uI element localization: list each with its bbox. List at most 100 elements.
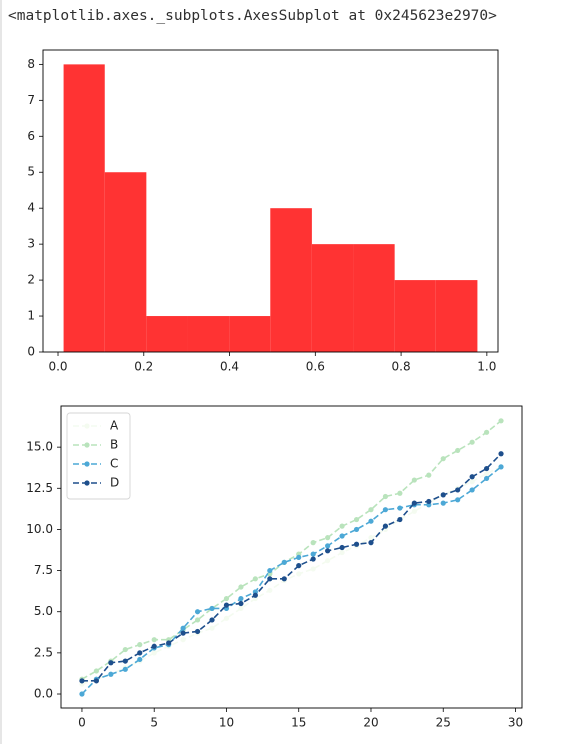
- series-a-point: [223, 615, 230, 621]
- legend-d-marker: [84, 480, 90, 486]
- series-b-point: [455, 447, 461, 454]
- series-d-point: [79, 678, 85, 684]
- legend-box: [66, 412, 131, 500]
- series-d-point: [151, 643, 157, 649]
- series-d-point: [108, 660, 114, 666]
- series-b-line: [81, 420, 502, 680]
- series-d-point: [397, 516, 403, 523]
- series-c-point: [368, 518, 374, 524]
- histogram-bar: [311, 244, 354, 352]
- series-c-point: [180, 625, 186, 631]
- series-c-point: [122, 666, 128, 672]
- histogram-bar: [63, 64, 105, 352]
- series-d-point: [325, 548, 331, 554]
- series-b-point: [382, 493, 389, 500]
- series-a-point: [325, 558, 331, 564]
- histogram-x-tick-label: 0.0: [48, 360, 67, 374]
- series-b-point: [440, 456, 446, 462]
- series-d-point: [93, 678, 100, 684]
- series-d-point: [281, 576, 287, 582]
- series-d-point: [498, 451, 504, 457]
- line-chart-y-tick-label: 10.0: [26, 522, 53, 536]
- series-b-point: [353, 516, 360, 523]
- series-c-point: [469, 487, 475, 493]
- series-d-point: [223, 602, 230, 608]
- series-c-point: [498, 464, 504, 470]
- series-c-point: [108, 671, 114, 677]
- series-a-point: [483, 470, 490, 477]
- series-d-point: [368, 539, 374, 546]
- series-a-point: [209, 625, 215, 631]
- series-b-point: [397, 490, 403, 496]
- histogram-axes-frame: [42, 49, 499, 353]
- histogram-y-tick-label: 6: [27, 129, 35, 143]
- series-c-point: [310, 551, 316, 557]
- series-b-point: [498, 418, 504, 424]
- legend-b-marker: [84, 442, 90, 448]
- cell-left-border: [0, 0, 2, 744]
- series-d-point: [411, 500, 417, 506]
- histogram-x-tick-label: 0.4: [220, 360, 239, 374]
- series-b-point: [122, 646, 128, 653]
- series-d-point: [209, 617, 215, 623]
- series-c-point: [267, 567, 273, 574]
- series-c-point: [137, 656, 143, 663]
- series-b-point: [194, 617, 201, 623]
- legend-c-marker: [84, 461, 90, 467]
- legend-a-label: A: [110, 419, 119, 433]
- series-a-point: [339, 549, 345, 556]
- series-c-point: [440, 500, 446, 506]
- series-b-point: [411, 477, 417, 483]
- legend-c-label: C: [110, 457, 118, 471]
- series-a-point: [238, 605, 244, 612]
- series-d-point: [238, 600, 244, 607]
- series-d-point: [122, 658, 128, 664]
- histogram-bar: [146, 316, 188, 352]
- histogram-bar: [187, 316, 230, 352]
- series-c-point: [339, 533, 345, 539]
- series-b-point: [483, 429, 490, 435]
- series-b-point: [368, 507, 374, 513]
- histogram-y-tick-label: 8: [27, 57, 35, 71]
- histogram-bar: [353, 244, 395, 352]
- series-a-line: [81, 466, 502, 685]
- series-b-point: [137, 642, 143, 648]
- series-d-point: [353, 541, 360, 547]
- series-b-point: [469, 439, 475, 445]
- series-d-point: [310, 556, 316, 562]
- histogram-bar: [104, 172, 147, 352]
- line-chart-y-tick-label: 12.5: [26, 481, 53, 495]
- series-b-point: [93, 668, 100, 674]
- histogram-x-tick-label: 0.8: [392, 360, 411, 374]
- series-c-point: [382, 507, 389, 513]
- series-c-point: [281, 559, 287, 565]
- histogram-bar: [270, 208, 312, 352]
- line-chart-x-tick-label: 20: [363, 716, 378, 730]
- line-chart-y-tick-label: 7.5: [34, 563, 53, 577]
- series-c-point: [325, 543, 331, 549]
- series-c-point: [238, 595, 244, 602]
- histogram-bar: [229, 316, 271, 352]
- line-chart-x-tick-label: 0: [78, 716, 86, 730]
- series-b-point: [310, 539, 316, 546]
- series-d-point: [180, 630, 186, 636]
- series-c-point: [455, 497, 461, 503]
- series-c-point: [353, 526, 360, 533]
- series-d-point: [339, 544, 345, 551]
- series-c-point: [483, 475, 490, 482]
- series-d-line: [81, 453, 502, 682]
- legend-b-label: B: [110, 438, 118, 452]
- series-c-point: [194, 609, 201, 615]
- histogram-x-tick-label: 0.6: [306, 360, 325, 374]
- line-chart-x-tick-label: 10: [219, 716, 234, 730]
- series-c-line: [81, 466, 502, 695]
- series-c-point: [296, 554, 302, 561]
- histogram-bar: [394, 280, 436, 352]
- series-a-point: [151, 650, 157, 656]
- series-b-point: [339, 523, 345, 529]
- series-d-point: [469, 474, 475, 480]
- histogram-y-tick-label: 3: [27, 237, 35, 251]
- line-chart-y-tick-label: 2.5: [34, 645, 53, 659]
- series-d-point: [426, 498, 432, 505]
